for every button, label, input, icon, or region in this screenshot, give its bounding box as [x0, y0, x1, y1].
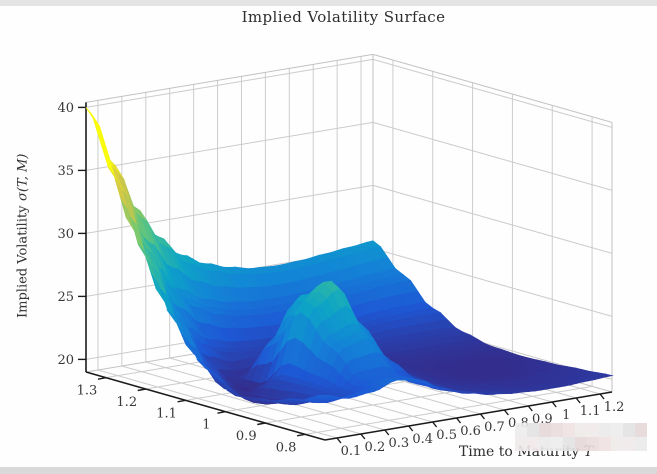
watermark-cell [551, 437, 563, 451]
z-axis-label: Implied Volatility σ(T, M) [14, 110, 32, 362]
x-axis-label-var: T [583, 444, 594, 460]
watermark-cell [515, 423, 527, 437]
watermark-cell [623, 437, 635, 451]
watermark-cell [635, 423, 647, 437]
chart-title: Implied Volatility Surface [241, 8, 446, 26]
watermark-cell [539, 437, 551, 451]
watermark-cell [563, 437, 575, 451]
watermark-cell [539, 423, 551, 437]
z-axis-label-var: σ(T, M) [15, 154, 31, 202]
watermark-cell [587, 423, 599, 437]
watermark-cell [635, 437, 647, 451]
watermark-cell [551, 423, 563, 437]
bottom-strip [0, 467, 657, 474]
watermark-cell [623, 423, 635, 437]
watermark-cell [587, 437, 599, 451]
watermark-cell [575, 423, 587, 437]
watermark-mosaic [515, 423, 647, 451]
watermark-cell [575, 437, 587, 451]
watermark-cell [527, 423, 539, 437]
watermark-cell [527, 437, 539, 451]
watermark-cell [611, 423, 623, 437]
watermark-cell [611, 437, 623, 451]
watermark-cell [515, 437, 527, 451]
watermark-cell [563, 423, 575, 437]
watermark-cell [599, 437, 611, 451]
z-axis-label-text: Implied Volatility [15, 205, 31, 318]
watermark-cell [599, 423, 611, 437]
